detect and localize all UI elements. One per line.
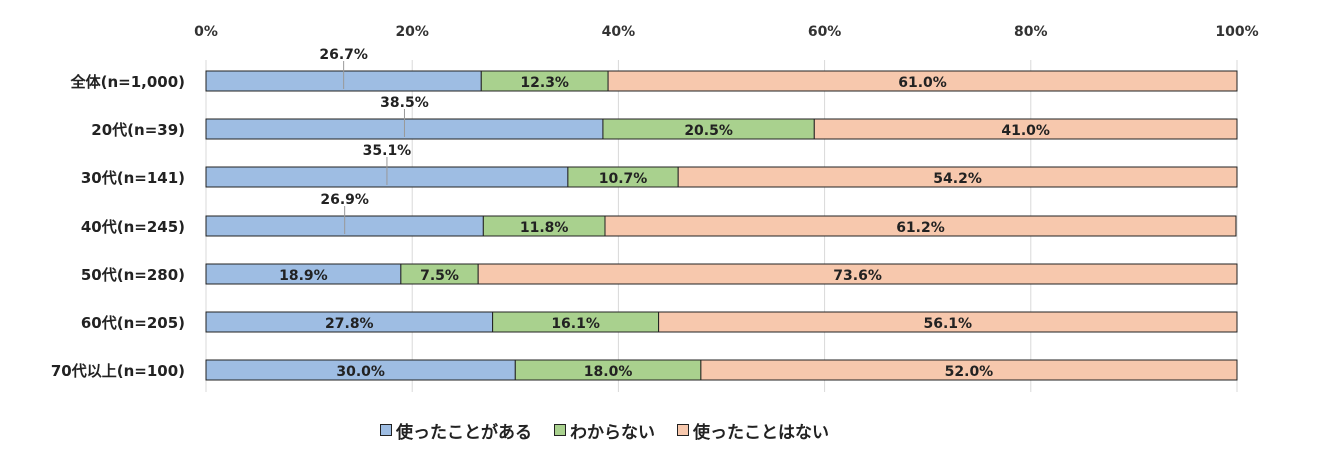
bar-segment [813, 118, 1238, 140]
category-label: 20代(n=39) [91, 121, 185, 139]
data-label: 10.7% [599, 171, 648, 187]
x-tick-label: 100% [1215, 24, 1258, 40]
x-tick-label: 0% [194, 24, 218, 40]
data-label: 54.2% [933, 171, 982, 187]
legend-label: 使ったことがある [396, 422, 532, 443]
legend-swatch [677, 424, 689, 436]
x-tick-label: 60% [808, 24, 842, 40]
data-label: 56.1% [924, 316, 973, 332]
category-label: 全体(n=1,000) [70, 73, 185, 91]
legend-item: わからない [554, 418, 655, 443]
legend-swatch [380, 424, 392, 436]
x-tick-label: 40% [602, 24, 636, 40]
category-label: 70代以上(n=100) [51, 362, 185, 380]
data-label: 35.1% [363, 143, 412, 159]
category-label: 40代(n=245) [81, 218, 185, 236]
data-label: 7.5% [420, 268, 459, 284]
legend-item: 使ったことがある [380, 418, 532, 443]
data-label: 26.9% [320, 192, 369, 208]
data-label: 27.8% [325, 316, 374, 332]
data-label: 52.0% [945, 364, 994, 380]
data-label: 38.5% [380, 95, 429, 111]
bar-segment [658, 311, 1238, 333]
x-tick-label: 20% [395, 24, 429, 40]
data-label: 73.6% [833, 268, 882, 284]
bar-segment [700, 359, 1238, 381]
data-label: 20.5% [684, 123, 733, 139]
bar-segment [477, 263, 1238, 285]
data-label: 12.3% [520, 75, 569, 91]
legend: 使ったことがある わからない 使ったことはない [380, 418, 829, 443]
x-tick-label: 80% [1014, 24, 1048, 40]
data-label: 41.0% [1001, 123, 1050, 139]
legend-label: わからない [570, 422, 655, 443]
data-label: 26.7% [319, 47, 368, 63]
category-label: 50代(n=280) [81, 266, 185, 284]
data-label: 61.2% [896, 220, 945, 236]
data-label: 11.8% [520, 220, 569, 236]
data-label: 16.1% [551, 316, 600, 332]
data-label: 18.9% [279, 268, 328, 284]
category-label: 60代(n=205) [81, 314, 185, 332]
bar-segment [604, 215, 1237, 237]
data-label: 61.0% [898, 75, 947, 91]
data-label: 18.0% [584, 364, 633, 380]
data-label: 30.0% [336, 364, 385, 380]
legend-label: 使ったことはない [693, 422, 829, 443]
category-label: 30代(n=141) [81, 169, 185, 187]
bar-segment [607, 70, 1238, 92]
bar-segment [677, 166, 1238, 188]
legend-item: 使ったことはない [677, 418, 829, 443]
legend-swatch [554, 424, 566, 436]
